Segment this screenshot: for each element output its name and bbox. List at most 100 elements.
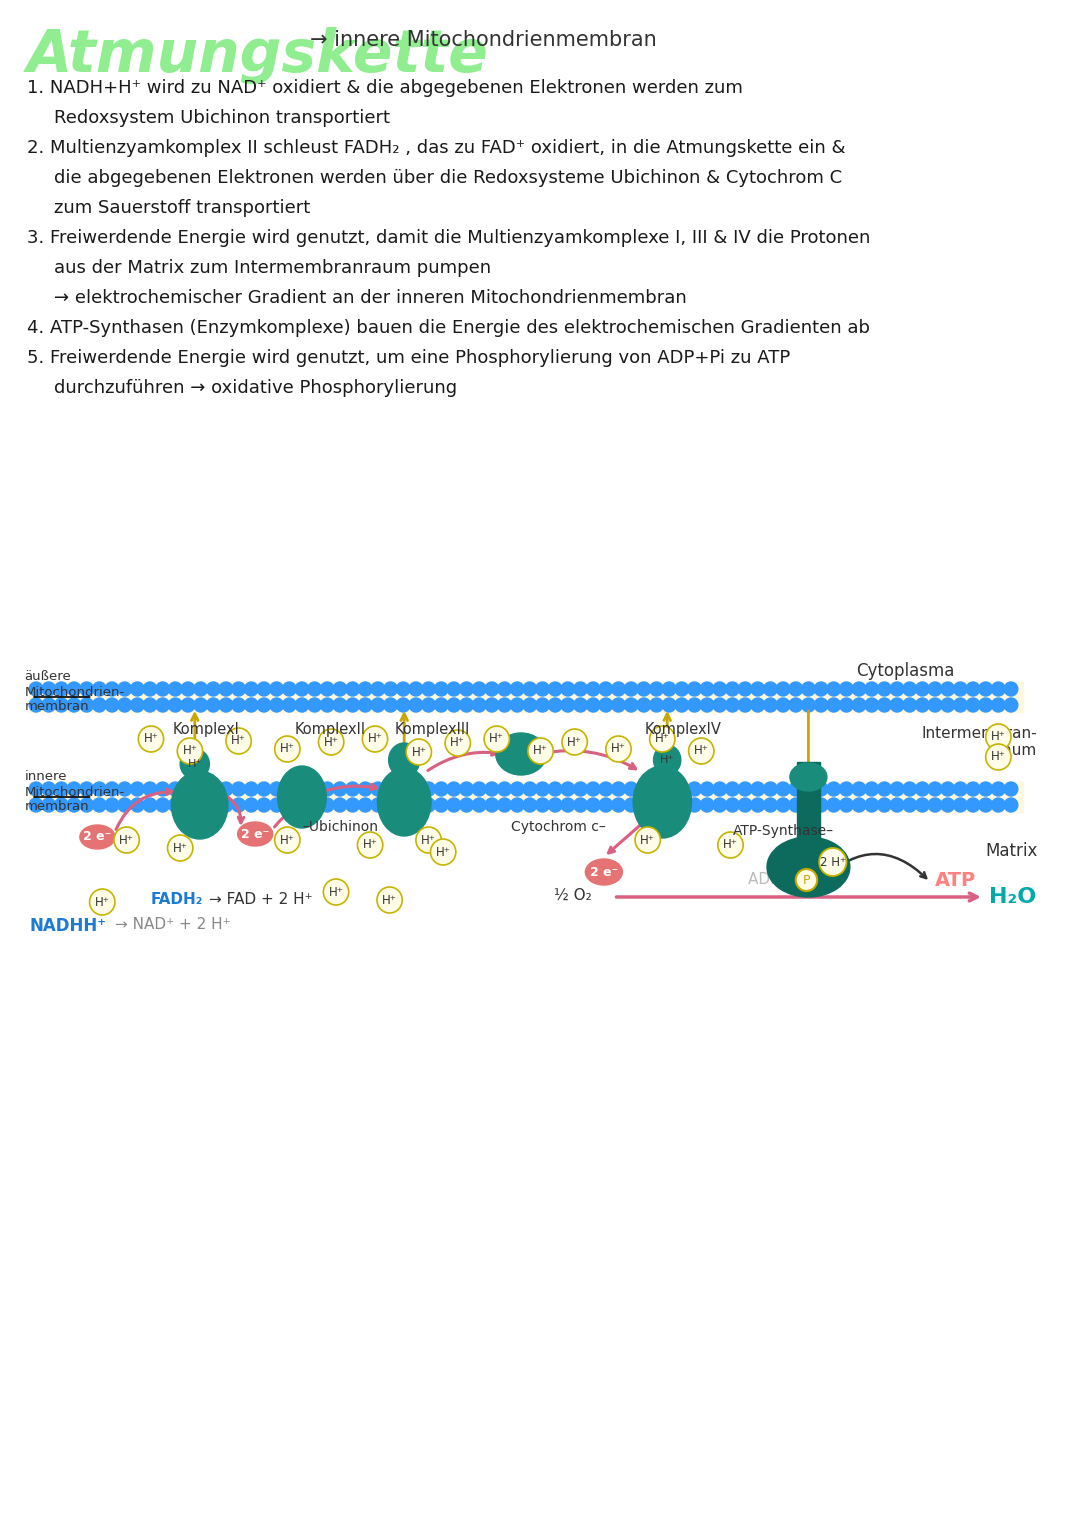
Circle shape [739,782,752,796]
Circle shape [333,782,347,796]
Text: ATP: ATP [935,870,976,890]
Text: H⁺: H⁺ [231,734,246,748]
Text: H⁺: H⁺ [660,754,674,765]
Circle shape [372,799,384,812]
Circle shape [181,683,194,696]
Circle shape [55,782,68,796]
Circle shape [181,782,194,796]
Circle shape [359,799,373,812]
Circle shape [323,880,349,906]
Circle shape [156,799,170,812]
Ellipse shape [633,767,691,838]
Circle shape [751,683,765,696]
Circle shape [93,683,106,696]
Text: H⁺: H⁺ [991,750,1005,764]
Circle shape [814,799,828,812]
Circle shape [93,799,106,812]
Circle shape [635,828,660,854]
Circle shape [219,683,233,696]
Circle shape [852,683,866,696]
Circle shape [138,725,164,751]
Circle shape [967,683,980,696]
Circle shape [954,683,968,696]
Circle shape [118,782,132,796]
Circle shape [422,683,435,696]
Circle shape [688,683,701,696]
Circle shape [991,698,1005,712]
Circle shape [511,782,524,796]
Circle shape [967,799,980,812]
Circle shape [396,683,410,696]
Text: H⁺: H⁺ [183,745,198,757]
Circle shape [789,698,802,712]
Circle shape [93,782,106,796]
Circle shape [536,683,550,696]
Circle shape [764,698,778,712]
Circle shape [713,782,727,796]
Circle shape [131,698,144,712]
Circle shape [739,698,752,712]
Circle shape [219,799,233,812]
Text: NADHH⁺: NADHH⁺ [29,918,106,935]
Circle shape [536,698,550,712]
Text: äußere
Mitochondrien-
membran: äußere Mitochondrien- membran [25,670,124,713]
Circle shape [599,782,612,796]
Circle shape [713,683,727,696]
Circle shape [118,799,132,812]
Circle shape [523,683,537,696]
Text: 3. Freiwerdende Energie wird genutzt, damit die Multienzyamkomplexe I, III & IV : 3. Freiwerdende Energie wird genutzt, da… [27,229,870,247]
Circle shape [406,739,432,765]
Text: die abgegebenen Elektronen werden über die Redoxsysteme Ubichinon & Cytochrom C: die abgegebenen Elektronen werden über d… [54,169,841,186]
Circle shape [573,683,588,696]
Circle shape [283,782,296,796]
Circle shape [67,683,81,696]
Circle shape [498,698,511,712]
Circle shape [219,782,233,796]
Circle shape [986,724,1011,750]
Circle shape [168,782,183,796]
Circle shape [409,782,422,796]
Text: H⁺: H⁺ [363,838,378,852]
Circle shape [777,683,789,696]
Circle shape [789,799,802,812]
Circle shape [447,683,461,696]
Bar [29,782,1023,812]
Text: Cytoplasma: Cytoplasma [856,663,955,680]
Circle shape [447,698,461,712]
Circle shape [29,683,43,696]
Circle shape [718,832,743,858]
Circle shape [168,799,183,812]
Circle shape [422,698,435,712]
Circle shape [460,698,473,712]
Circle shape [396,799,410,812]
Circle shape [624,683,638,696]
Ellipse shape [180,750,210,779]
Circle shape [55,799,68,812]
Text: innere
Mitochondrien-
membran: innere Mitochondrien- membran [25,771,124,814]
Circle shape [662,698,676,712]
Bar [797,762,820,867]
Circle shape [346,782,360,796]
Circle shape [472,782,486,796]
Circle shape [801,799,815,812]
Circle shape [650,782,663,796]
Circle shape [865,698,878,712]
Circle shape [1004,683,1017,696]
Circle shape [177,738,203,764]
Circle shape [796,869,818,890]
Circle shape [321,799,334,812]
Circle shape [283,799,296,812]
Circle shape [283,683,296,696]
Circle shape [586,799,600,812]
Circle shape [232,782,245,796]
Circle shape [434,782,448,796]
Text: ATP-Synthase–: ATP-Synthase– [732,825,834,838]
Circle shape [801,782,815,796]
Circle shape [637,782,650,796]
Circle shape [321,698,334,712]
Circle shape [372,683,384,696]
Circle shape [118,698,132,712]
Circle shape [257,698,271,712]
Circle shape [460,683,473,696]
Circle shape [536,799,550,812]
